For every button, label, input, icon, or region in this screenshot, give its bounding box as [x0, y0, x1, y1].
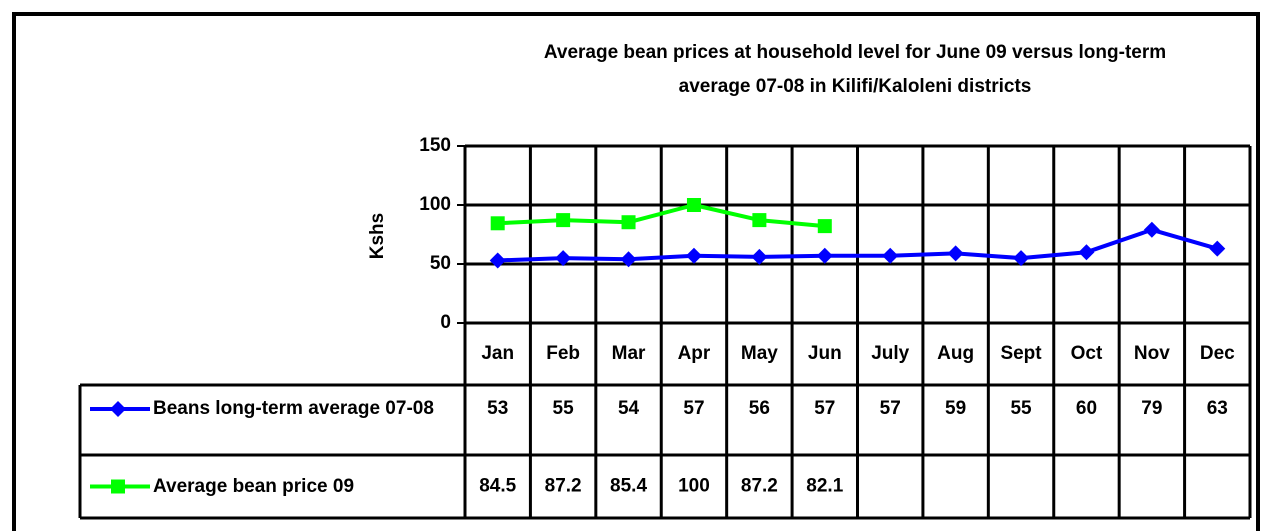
- data-point: [751, 248, 768, 265]
- y-tick-label: 0: [440, 312, 451, 333]
- legend-label: Average bean price 09: [153, 475, 355, 497]
- data-point: [490, 216, 505, 231]
- data-point: [882, 247, 899, 264]
- x-tick-label: Apr: [678, 343, 711, 364]
- table-value: 60: [1076, 398, 1097, 419]
- data-point: [1078, 244, 1095, 261]
- chart-title: Average bean prices at household level f…: [543, 42, 1167, 97]
- x-tick-label: Feb: [546, 343, 580, 364]
- x-tick-label: Dec: [1200, 343, 1235, 364]
- table-value: 57: [814, 398, 835, 419]
- frame: [12, 12, 1260, 531]
- table-value: 84.5: [479, 476, 516, 497]
- table-value: 82.1: [806, 476, 843, 497]
- legend-label: Beans long-term average 07-08: [153, 398, 434, 419]
- data-point: [816, 247, 833, 264]
- y-tick-label: 150: [419, 135, 451, 156]
- data-point: [686, 198, 701, 212]
- table-value: 55: [553, 398, 575, 419]
- data-point: [1143, 221, 1160, 238]
- data-point: [1209, 240, 1226, 257]
- y-tick-label: 50: [430, 253, 451, 274]
- x-tick-label: Oct: [1071, 343, 1103, 364]
- table-value: 59: [945, 398, 966, 419]
- table-value: 100: [678, 476, 710, 497]
- x-tick-label: Mar: [612, 343, 646, 364]
- series-line: [497, 227, 1218, 263]
- table-value: 57: [880, 398, 901, 419]
- table-value: 79: [1141, 398, 1162, 419]
- table-value: 57: [683, 398, 704, 419]
- data-point: [489, 252, 506, 269]
- data-point: [621, 215, 636, 230]
- table-value: 54: [618, 398, 640, 419]
- x-tick-label: Sept: [1000, 343, 1042, 364]
- legend-marker: [110, 401, 126, 417]
- y-axis-label: Kshs: [367, 213, 388, 259]
- table-value: 53: [487, 398, 508, 419]
- series-line: [497, 203, 825, 229]
- x-tick-label: Aug: [937, 343, 974, 364]
- data-point: [947, 245, 964, 262]
- legend-marker: [111, 479, 125, 494]
- x-tick-label: July: [871, 343, 909, 364]
- data-point: [817, 219, 832, 234]
- x-tick-label: May: [741, 343, 778, 364]
- data-point: [556, 213, 571, 228]
- table-value: 85.4: [610, 476, 647, 497]
- x-tick-label: Jan: [481, 343, 514, 364]
- table-value: 55: [1010, 398, 1032, 419]
- y-tick-label: 100: [419, 194, 451, 215]
- data-point: [555, 250, 572, 267]
- x-tick-label: Jun: [808, 343, 842, 364]
- data-point: [620, 251, 637, 268]
- table-value: 56: [749, 398, 770, 419]
- table-value: 63: [1207, 398, 1228, 419]
- data-point: [1013, 250, 1030, 267]
- data-point: [685, 247, 702, 264]
- data-point: [752, 213, 767, 228]
- x-tick-label: Nov: [1134, 343, 1170, 364]
- table-value: 87.2: [741, 476, 778, 497]
- table-value: 87.2: [545, 476, 582, 497]
